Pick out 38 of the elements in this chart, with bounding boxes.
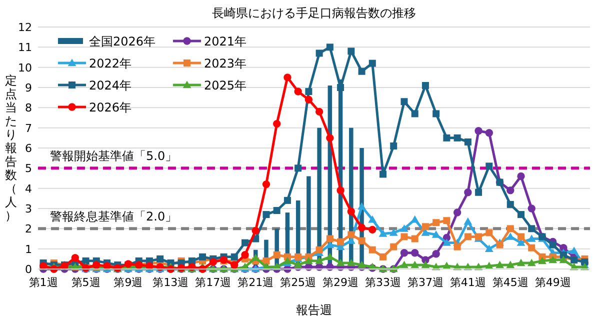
x-tick-label: 第5週 <box>71 276 100 289</box>
y-tick-label: 12 <box>18 21 32 34</box>
legend-label: 2021年 <box>204 34 247 48</box>
x-tick-label: 第37週 <box>407 276 444 289</box>
x-tick-label: 第21週 <box>238 276 274 289</box>
y-tick-label: 11 <box>18 41 32 54</box>
x-tick-label: 第25週 <box>280 276 316 289</box>
ref-line-label: 警報終息基準値「2.0」 <box>50 210 178 224</box>
y-tick-label: 2 <box>25 222 32 236</box>
x-tick-label: 第1週 <box>28 276 58 289</box>
x-tick-label: 第9週 <box>114 276 143 289</box>
y-tick-label: 9 <box>25 82 32 94</box>
y-tick-label: 0 <box>25 263 32 276</box>
chart-title: 長崎県における手足口病報告数の推移 <box>212 6 416 20</box>
x-tick-label: 第45週 <box>492 276 528 289</box>
y-tick-label: 8 <box>25 102 32 115</box>
y-tick-label: 6 <box>25 142 32 155</box>
x-tick-label: 第29週 <box>322 276 359 289</box>
y-tick-label: 3 <box>25 202 32 216</box>
x-tick-label: 第41週 <box>450 276 486 289</box>
legend-label: 2024年 <box>89 78 132 92</box>
y-tick-label: 10 <box>18 61 32 74</box>
legend-label: 2022年 <box>89 56 132 70</box>
legend-label: 2026年 <box>89 100 132 114</box>
y-tick-label: 7 <box>25 122 32 135</box>
legend-label: 2023年 <box>204 56 247 70</box>
x-tick-label: 第17週 <box>195 276 232 289</box>
x-tick-label: 第13週 <box>152 276 189 289</box>
y-tick-label: 5 <box>25 162 32 176</box>
legend-label: 全国2026年 <box>89 34 156 48</box>
x-tick-label: 第33週 <box>365 276 401 289</box>
text: 定点当たり報告数（人） <box>5 74 17 222</box>
x-tick-label: 第49週 <box>534 276 571 289</box>
y-tick-label: 1 <box>25 242 32 256</box>
y-tick-label: 4 <box>25 182 32 196</box>
x-axis-title: 報告週 <box>296 303 332 317</box>
ref-line-label: 警報開始基準値「5.0」 <box>50 149 178 164</box>
legend-label: 2025年 <box>204 78 247 92</box>
